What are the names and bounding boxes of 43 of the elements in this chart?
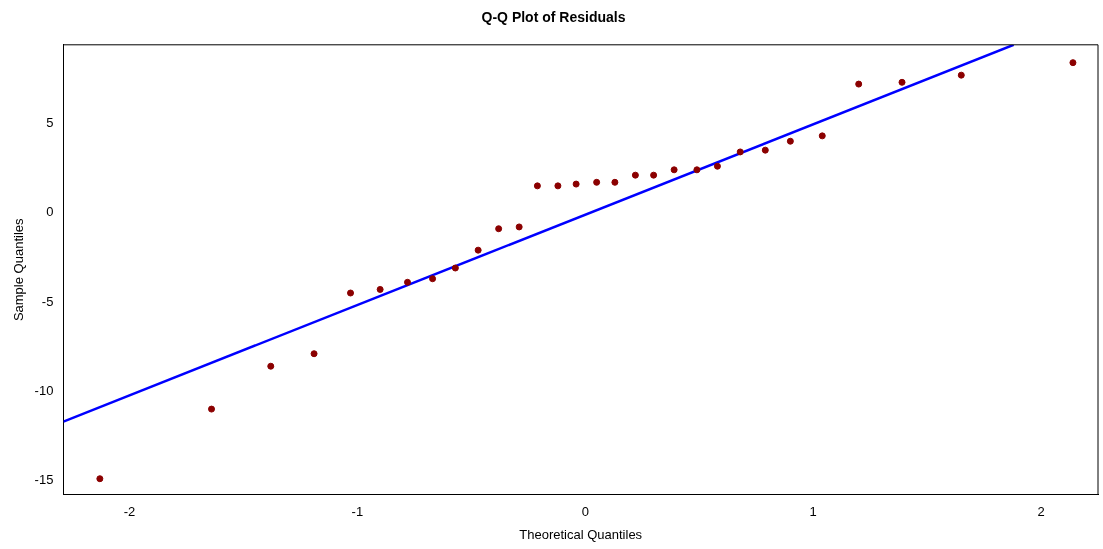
point — [631, 171, 639, 179]
x-tick-label: -1 — [351, 504, 364, 520]
point — [347, 289, 355, 297]
y-axis-title: Sample Quantiles — [11, 218, 27, 322]
point — [786, 137, 794, 145]
point — [855, 80, 863, 88]
y-tick-label: -10 — [34, 382, 54, 398]
x-axis-title: Theoretical Quantiles — [519, 526, 643, 542]
point — [267, 362, 275, 370]
point — [495, 225, 503, 233]
point — [593, 178, 601, 186]
point — [761, 146, 769, 154]
point — [474, 246, 482, 254]
point — [957, 71, 965, 79]
point — [693, 166, 701, 174]
point — [572, 180, 580, 188]
point — [670, 166, 678, 174]
point — [310, 350, 318, 358]
chart-title: Q-Q Plot of Residuals — [481, 9, 626, 26]
point — [1069, 59, 1077, 67]
y-tick-label: -5 — [41, 293, 54, 309]
point — [404, 278, 411, 286]
point — [818, 132, 826, 140]
point — [515, 223, 523, 231]
x-tick-label: 2 — [1037, 504, 1045, 520]
y-tick-label: 5 — [46, 114, 54, 130]
y-tick-label: -15 — [34, 472, 54, 488]
point — [713, 162, 721, 170]
y-tick-label: 0 — [46, 204, 54, 220]
point — [554, 182, 562, 190]
point — [650, 171, 658, 179]
point — [611, 178, 619, 186]
point — [736, 148, 744, 156]
x-tick-label: 0 — [581, 504, 589, 520]
point — [96, 475, 104, 483]
point — [533, 182, 541, 190]
point — [451, 264, 459, 272]
point — [208, 405, 216, 413]
point — [429, 275, 437, 283]
point — [898, 78, 906, 86]
x-tick-label: -2 — [123, 504, 136, 520]
point — [376, 285, 384, 293]
x-tick-label: 1 — [809, 504, 817, 520]
